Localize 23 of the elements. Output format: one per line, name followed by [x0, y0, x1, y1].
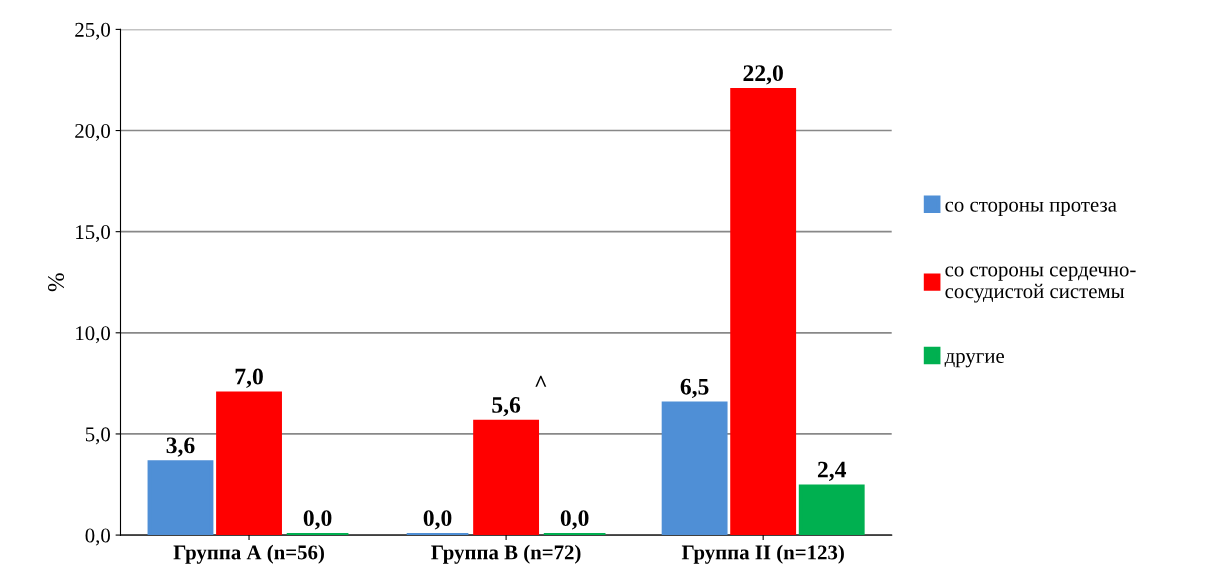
y-tick-label: 25,0 — [75, 22, 110, 40]
data-label: 0,0 — [560, 510, 589, 530]
x-tick-label: Группа А (n=56) — [173, 544, 324, 564]
y-tick-label: 0,0 — [85, 528, 110, 546]
data-label: 3,6 — [166, 437, 195, 457]
y-tick-label: 15,0 — [76, 225, 110, 243]
y-tick-label: 5,0 — [85, 427, 110, 445]
legend-label: со стороны сердечно- сосудистой системы — [945, 266, 1136, 303]
data-label: 5,6 — [492, 396, 521, 417]
y-tick-label: 10,0 — [76, 326, 110, 344]
y-tick-label: 20,0 — [75, 123, 110, 141]
data-label: 0,0 — [423, 510, 452, 530]
data-label: 22,0 — [743, 65, 783, 85]
legend-label: со стороны протеза — [945, 201, 1117, 217]
x-tick-label: Группа В (n=72) — [431, 544, 581, 564]
data-label: 6,5 — [680, 378, 709, 399]
data-label: 7,0 — [235, 368, 263, 388]
x-tick-label: Группа II (n=123) — [681, 544, 844, 564]
legend-label: другие — [944, 353, 1004, 368]
annotation: ^ — [535, 375, 547, 387]
data-label: 0,0 — [303, 510, 332, 530]
y-axis-title: % — [48, 273, 65, 292]
data-label: 2,4 — [817, 461, 847, 481]
